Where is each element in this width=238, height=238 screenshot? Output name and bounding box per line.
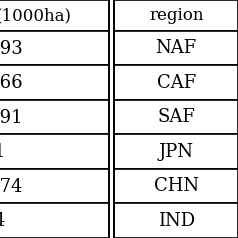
Bar — [114, 100, 238, 134]
Text: 1,474: 1,474 — [0, 177, 23, 195]
Text: CAF: CAF — [157, 74, 196, 92]
Bar — [114, 203, 238, 238]
Bar — [114, 0, 238, 31]
Bar — [114, 31, 238, 65]
Text: IND: IND — [158, 212, 195, 230]
Text: 634: 634 — [0, 212, 6, 230]
Bar — [0, 0, 109, 31]
Bar — [0, 169, 109, 203]
Bar — [114, 134, 238, 169]
Text: 2,191: 2,191 — [0, 108, 23, 126]
Text: 4,966: 4,966 — [0, 74, 23, 92]
Bar — [114, 65, 238, 100]
Bar — [0, 65, 109, 100]
Text: 201: 201 — [0, 143, 6, 161]
Bar — [0, 100, 109, 134]
Bar — [0, 203, 109, 238]
Bar — [114, 169, 238, 203]
Text: JPN: JPN — [159, 143, 194, 161]
Text: SAF: SAF — [157, 108, 195, 126]
Text: CHN: CHN — [154, 177, 199, 195]
Text: 8,093: 8,093 — [0, 39, 23, 57]
Text: NAF: NAF — [156, 39, 197, 57]
Text: (1000ha): (1000ha) — [0, 7, 71, 24]
Bar — [0, 31, 109, 65]
Bar — [0, 134, 109, 169]
Text: region: region — [149, 7, 203, 24]
